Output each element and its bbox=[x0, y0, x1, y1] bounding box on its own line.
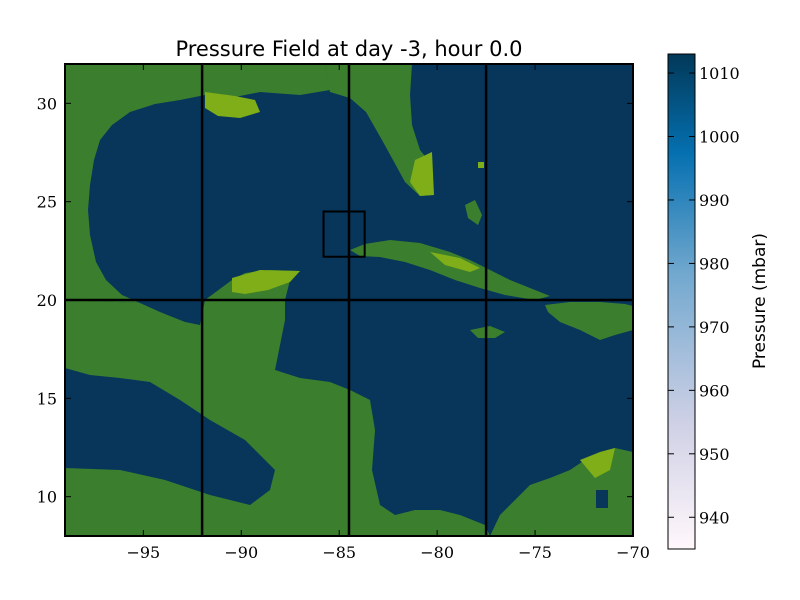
y-axis: 10 15 20 25 30 bbox=[37, 94, 633, 507]
land-florida bbox=[325, 64, 432, 196]
x-tick-label: −80 bbox=[420, 543, 454, 562]
land-north-west bbox=[65, 64, 330, 303]
colorbar-ticks: 940 950 960 970 980 990 1000 1010 bbox=[668, 64, 740, 527]
x-tick-label: −95 bbox=[126, 543, 160, 562]
colorbar-tick-label: 980 bbox=[699, 254, 730, 273]
land-bahamas bbox=[465, 200, 482, 225]
grid-lines bbox=[65, 64, 633, 536]
land-highlight-cuba bbox=[430, 252, 480, 272]
land-central-south bbox=[200, 325, 358, 520]
land-hispaniola bbox=[545, 302, 633, 340]
colorbar-tick-label: 950 bbox=[699, 445, 730, 464]
land-lake bbox=[596, 490, 608, 508]
land-highlight-florida bbox=[410, 152, 434, 196]
y-tick-label: 20 bbox=[37, 291, 57, 310]
land-bahamas-2 bbox=[478, 162, 484, 168]
colorbar-tick-label: 1000 bbox=[699, 128, 740, 147]
colorbar-tick-label: 940 bbox=[699, 508, 730, 527]
colorbar-tick-label: 1010 bbox=[699, 64, 740, 83]
highlight-box bbox=[322, 210, 366, 258]
colorbar-tick-label: 960 bbox=[699, 381, 730, 400]
x-tick-label: −85 bbox=[322, 543, 356, 562]
land-jamaica bbox=[470, 326, 505, 338]
y-tick-label: 10 bbox=[37, 488, 57, 507]
y-tick-label: 25 bbox=[37, 193, 57, 212]
land-highlight-yucatan bbox=[232, 270, 300, 294]
colorbar-tick-label: 970 bbox=[699, 318, 730, 337]
colorbar-tick-label: 990 bbox=[699, 191, 730, 210]
land-highlight-sa bbox=[580, 448, 615, 478]
land-highlight-north bbox=[205, 92, 260, 118]
x-tick-label: −70 bbox=[616, 543, 650, 562]
colorbar bbox=[667, 53, 696, 550]
x-tick-label: −90 bbox=[224, 543, 258, 562]
chart-title: Pressure Field at day -3, hour 0.0 bbox=[175, 37, 522, 61]
x-axis: −95 −90 −85 −80 −75 −70 bbox=[126, 64, 650, 562]
colorbar-label: Pressure (mbar) bbox=[750, 233, 770, 369]
y-tick-label: 15 bbox=[37, 389, 57, 408]
x-tick-label: −75 bbox=[518, 543, 552, 562]
y-tick-label: 30 bbox=[37, 94, 57, 113]
land-cuba bbox=[350, 240, 550, 300]
